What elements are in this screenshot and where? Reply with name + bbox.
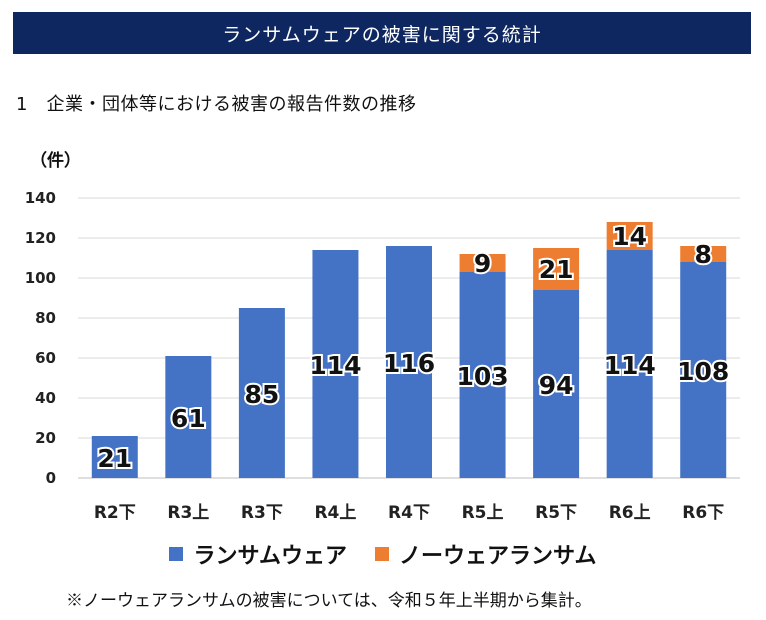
y-tick-label: 60 — [35, 349, 56, 367]
x-tick-label: R5上 — [462, 503, 504, 523]
bar-ransomware — [459, 272, 506, 478]
legend-label-noware: ノーウェアランサム — [399, 544, 597, 569]
y-tick-label: 120 — [25, 229, 56, 247]
x-tick-label: R4上 — [314, 503, 356, 523]
data-label-ransomware: 103 — [456, 362, 508, 391]
x-tick-label: R5下 — [535, 503, 577, 523]
bar-noware — [459, 254, 506, 272]
bar-ransomware — [238, 308, 285, 478]
x-tick-label: R3上 — [167, 503, 209, 523]
y-tick-label: 20 — [35, 429, 56, 447]
y-tick-label: 80 — [35, 309, 56, 327]
bar-ransomware — [165, 356, 212, 478]
y-tick-label: 140 — [25, 189, 56, 207]
legend-label-ransomware: ランサムウェア — [193, 544, 347, 569]
data-label-noware: 8 — [695, 240, 712, 269]
x-tick-label: R4下 — [388, 503, 430, 523]
bar-ransomware — [91, 436, 138, 478]
x-tick-label: R6下 — [682, 503, 724, 523]
bar-noware — [533, 248, 580, 290]
x-tick-label: R2下 — [94, 503, 136, 523]
data-label-ransomware: 114 — [604, 351, 656, 380]
data-label-noware: 9 — [474, 249, 491, 278]
data-label-ransomware: 108 — [677, 357, 729, 386]
data-label-noware: 21 — [539, 255, 574, 284]
legend-swatch-noware — [375, 547, 389, 561]
footnote: ※ノーウェアランサムの被害については、令和５年上半期から集計。 — [66, 591, 592, 611]
data-label-ransomware: 116 — [383, 349, 435, 378]
data-label-ransomware: 114 — [309, 351, 361, 380]
y-tick-label: 100 — [25, 269, 56, 287]
chart-legend: ランサムウェア ノーウェアランサム — [0, 538, 766, 570]
bar-ransomware — [312, 250, 359, 478]
bar-ransomware — [606, 250, 653, 478]
bar-ransomware — [533, 290, 580, 478]
data-label-ransomware: 94 — [539, 371, 574, 400]
legend-item-ransomware: ランサムウェア — [169, 538, 347, 570]
legend-swatch-ransomware — [169, 547, 184, 561]
data-label-ransomware: 61 — [171, 404, 206, 433]
page-title: ランサムウェアの被害に関する統計 — [222, 23, 542, 46]
bar-ransomware — [680, 262, 727, 478]
section-title: 1 企業・団体等における被害の報告件数の推移 — [16, 94, 417, 115]
data-label-ransomware: 21 — [97, 444, 132, 473]
y-tick-label: 40 — [35, 389, 56, 407]
title-banner: ランサムウェアの被害に関する統計 — [13, 12, 751, 54]
bar-noware — [680, 246, 727, 262]
y-axis-unit-label: （件） — [30, 151, 81, 171]
bar-noware — [606, 222, 653, 250]
bar-ransomware — [386, 246, 432, 478]
y-tick-label: 0 — [46, 469, 56, 487]
data-label-noware: 14 — [612, 222, 647, 251]
data-label-ransomware: 85 — [244, 380, 279, 409]
x-tick-label: R6上 — [609, 503, 651, 523]
x-tick-label: R3下 — [241, 503, 283, 523]
legend-item-noware: ノーウェアランサム — [375, 538, 597, 570]
bar-chart: 0 20 40 60 80 100 120 140 21 R2下 61 R3上 85 R3下 114 R4上 1… — [25, 189, 740, 523]
